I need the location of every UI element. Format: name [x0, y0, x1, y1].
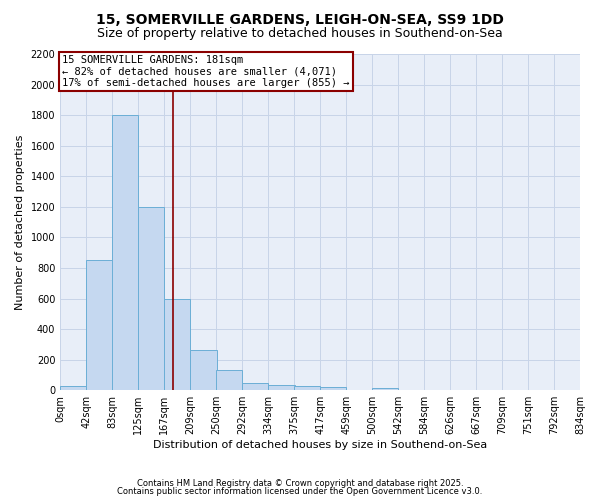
Text: 15 SOMERVILLE GARDENS: 181sqm
← 82% of detached houses are smaller (4,071)
17% o: 15 SOMERVILLE GARDENS: 181sqm ← 82% of d… [62, 55, 350, 88]
Y-axis label: Number of detached properties: Number of detached properties [15, 134, 25, 310]
Bar [86, 260, 113, 390]
Text: Size of property relative to detached houses in Southend-on-Sea: Size of property relative to detached ho… [97, 28, 503, 40]
Text: Contains HM Land Registry data © Crown copyright and database right 2025.: Contains HM Land Registry data © Crown c… [137, 478, 463, 488]
Bar [320, 387, 346, 390]
Bar [268, 385, 295, 390]
Bar [60, 386, 86, 390]
Bar [190, 350, 217, 390]
Bar [372, 388, 398, 390]
Bar [112, 115, 138, 390]
Bar [294, 386, 320, 390]
X-axis label: Distribution of detached houses by size in Southend-on-Sea: Distribution of detached houses by size … [153, 440, 487, 450]
Text: Contains public sector information licensed under the Open Government Licence v3: Contains public sector information licen… [118, 487, 482, 496]
Bar [216, 370, 242, 390]
Text: 15, SOMERVILLE GARDENS, LEIGH-ON-SEA, SS9 1DD: 15, SOMERVILLE GARDENS, LEIGH-ON-SEA, SS… [96, 12, 504, 26]
Bar [164, 298, 190, 390]
Bar [242, 384, 268, 390]
Bar [138, 207, 164, 390]
